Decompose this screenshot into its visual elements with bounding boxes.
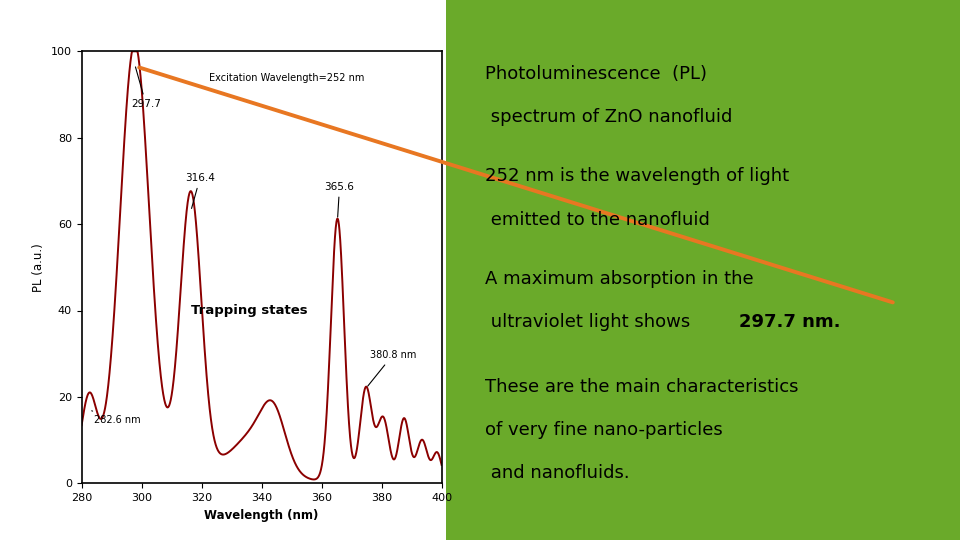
Text: and nanofluids.: and nanofluids. xyxy=(485,464,630,482)
Text: Photoluminescence  (PL): Photoluminescence (PL) xyxy=(485,65,707,83)
Text: 252 nm is the wavelength of light: 252 nm is the wavelength of light xyxy=(485,167,789,185)
Text: 365.6: 365.6 xyxy=(324,181,354,217)
Text: Trapping states: Trapping states xyxy=(191,304,308,317)
Text: 282.6 nm: 282.6 nm xyxy=(92,411,140,425)
Text: 380.8 nm: 380.8 nm xyxy=(368,350,416,386)
Text: spectrum of ZnO nanofluid: spectrum of ZnO nanofluid xyxy=(485,108,732,126)
Text: These are the main characteristics: These are the main characteristics xyxy=(485,378,799,396)
Y-axis label: PL (a.u.): PL (a.u.) xyxy=(33,243,45,292)
Text: A maximum absorption in the: A maximum absorption in the xyxy=(485,270,754,288)
Text: emitted to the nanofluid: emitted to the nanofluid xyxy=(485,211,709,228)
Text: Excitation Wavelength=252 nm: Excitation Wavelength=252 nm xyxy=(209,73,365,83)
X-axis label: Wavelength (nm): Wavelength (nm) xyxy=(204,509,319,522)
Text: ultraviolet light shows: ultraviolet light shows xyxy=(485,313,696,331)
Text: of very fine nano-particles: of very fine nano-particles xyxy=(485,421,723,439)
Text: 297.7: 297.7 xyxy=(132,67,161,110)
Text: 316.4: 316.4 xyxy=(185,173,215,208)
Text: 297.7 nm.: 297.7 nm. xyxy=(739,313,841,331)
